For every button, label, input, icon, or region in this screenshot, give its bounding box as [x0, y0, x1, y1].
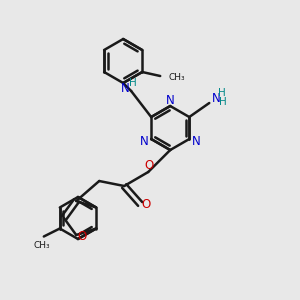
Text: O: O: [142, 197, 151, 211]
Text: N: N: [121, 82, 130, 94]
Text: H: H: [218, 88, 226, 98]
Text: N: N: [140, 134, 148, 148]
Text: N: N: [212, 92, 220, 104]
Text: O: O: [145, 158, 154, 172]
Text: O: O: [78, 230, 87, 244]
Text: CH₃: CH₃: [34, 242, 50, 250]
Text: CH₃: CH₃: [168, 73, 185, 82]
Text: H: H: [219, 97, 227, 107]
Text: N: N: [166, 94, 175, 106]
Text: N: N: [192, 134, 201, 148]
Text: H: H: [129, 78, 137, 88]
